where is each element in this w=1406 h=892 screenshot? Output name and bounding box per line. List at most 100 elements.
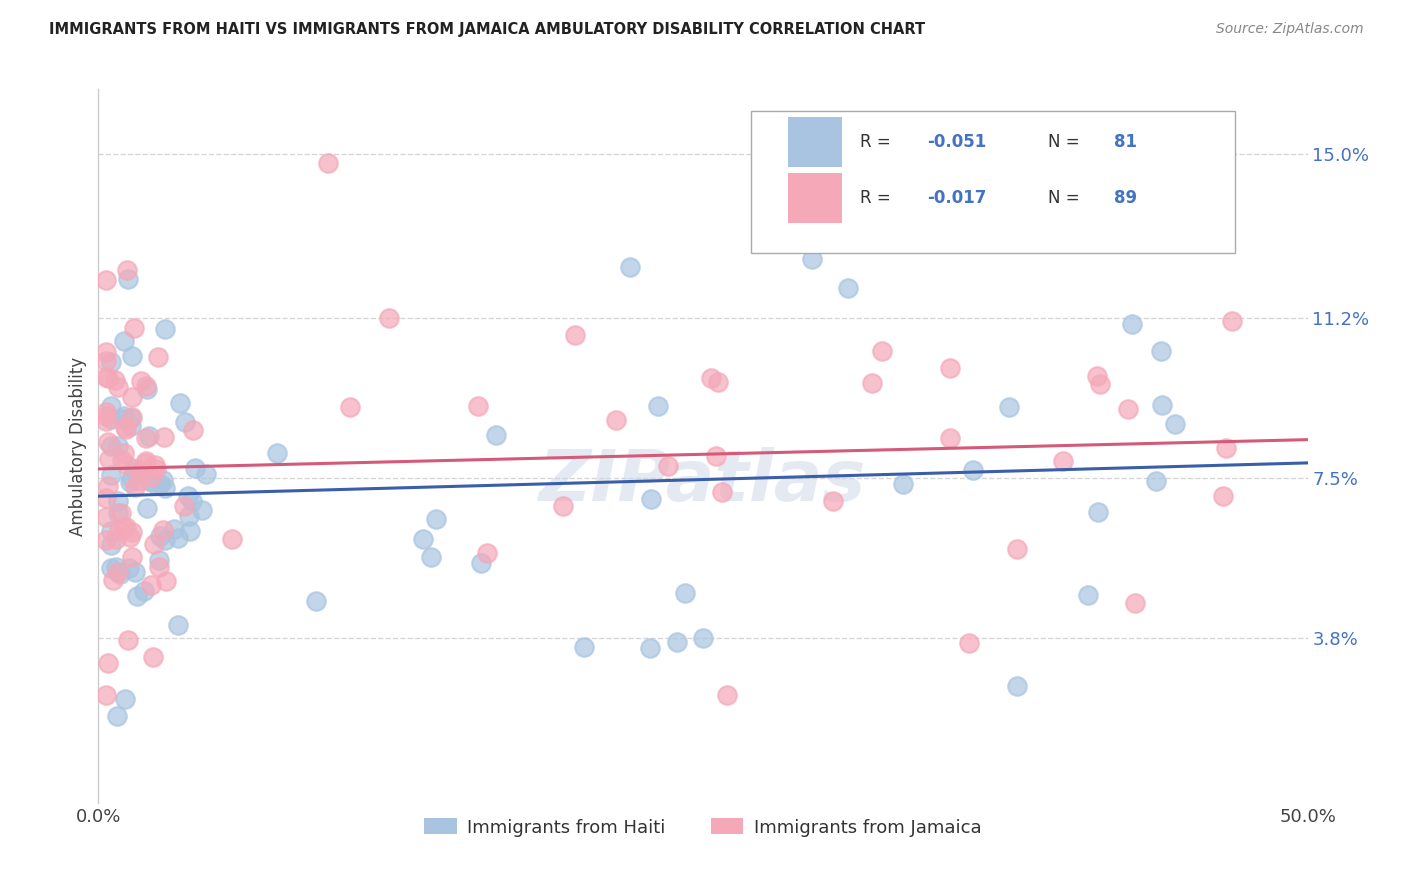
Text: R =: R = — [860, 133, 896, 151]
Point — [574, 640, 596, 654]
Point — [640, 491, 662, 506]
Point — [115, 263, 138, 277]
Point — [673, 586, 696, 600]
Point — [837, 281, 859, 295]
Point — [122, 462, 145, 476]
Point — [173, 415, 195, 429]
Point — [191, 503, 214, 517]
Point — [100, 412, 122, 426]
Point — [316, 155, 339, 169]
Point — [339, 400, 361, 414]
Text: 89: 89 — [1114, 189, 1137, 207]
Point — [148, 559, 170, 574]
Point — [938, 360, 960, 375]
Point — [425, 512, 447, 526]
Point — [97, 434, 120, 449]
Point — [94, 369, 117, 384]
Text: N =: N = — [1047, 133, 1084, 151]
Point — [141, 469, 163, 483]
Point — [176, 489, 198, 503]
Point — [1087, 505, 1109, 519]
Text: -0.051: -0.051 — [927, 133, 986, 151]
Text: N =: N = — [1047, 189, 1084, 207]
Point — [153, 322, 176, 336]
Point — [120, 530, 142, 544]
Point — [94, 354, 117, 368]
Point — [998, 400, 1021, 414]
Point — [100, 538, 122, 552]
Point — [1116, 401, 1139, 416]
Point — [97, 478, 120, 492]
Point — [110, 506, 132, 520]
Point — [114, 422, 136, 436]
Point — [107, 566, 129, 580]
Point — [149, 529, 172, 543]
Point — [121, 390, 143, 404]
Text: Source: ZipAtlas.com: Source: ZipAtlas.com — [1216, 22, 1364, 37]
Y-axis label: Ambulatory Disability: Ambulatory Disability — [69, 357, 87, 535]
Point — [94, 405, 117, 419]
Point — [939, 431, 962, 445]
Point — [266, 446, 288, 460]
Point — [114, 691, 136, 706]
Point — [117, 272, 139, 286]
Point — [135, 383, 157, 397]
Legend: Immigrants from Haiti, Immigrants from Jamaica: Immigrants from Haiti, Immigrants from J… — [416, 811, 990, 844]
Point — [551, 499, 574, 513]
Point — [1088, 377, 1111, 392]
Point — [107, 506, 129, 520]
Point — [120, 475, 142, 489]
Point — [125, 590, 148, 604]
Point — [1085, 368, 1108, 383]
Point — [131, 462, 153, 476]
Point — [112, 412, 135, 426]
Point — [821, 494, 844, 508]
Point — [143, 476, 166, 491]
Point — [128, 474, 150, 488]
Point — [121, 550, 143, 565]
Point — [1212, 489, 1234, 503]
Point — [103, 573, 125, 587]
Point — [666, 635, 689, 649]
Point — [100, 400, 122, 414]
Point — [120, 471, 142, 485]
Point — [94, 510, 117, 524]
Point — [155, 481, 177, 495]
FancyBboxPatch shape — [751, 111, 1234, 253]
Point — [152, 430, 174, 444]
Point — [181, 494, 204, 508]
Point — [605, 412, 627, 426]
Point — [114, 419, 136, 434]
Point — [134, 584, 156, 599]
Point — [1052, 454, 1074, 468]
Point — [1123, 596, 1146, 610]
Point — [134, 456, 156, 470]
Point — [96, 533, 118, 547]
Point — [704, 449, 727, 463]
Point — [94, 273, 117, 287]
Point — [138, 474, 160, 488]
Point — [166, 531, 188, 545]
Point — [1077, 588, 1099, 602]
Point — [155, 574, 177, 588]
Point — [143, 537, 166, 551]
Point — [700, 370, 723, 384]
Point — [94, 688, 117, 702]
Point — [1164, 417, 1187, 432]
Text: R =: R = — [860, 189, 896, 207]
Point — [94, 491, 117, 505]
Point — [135, 379, 157, 393]
Point — [194, 467, 217, 481]
Point — [117, 561, 139, 575]
Point — [485, 428, 508, 442]
Point — [121, 524, 143, 539]
Point — [129, 374, 152, 388]
Point — [957, 636, 980, 650]
Point — [1121, 317, 1143, 331]
Point — [107, 493, 129, 508]
Point — [145, 461, 167, 475]
Point — [1150, 343, 1173, 358]
Point — [177, 509, 200, 524]
Point — [153, 533, 176, 547]
Point — [94, 409, 117, 423]
